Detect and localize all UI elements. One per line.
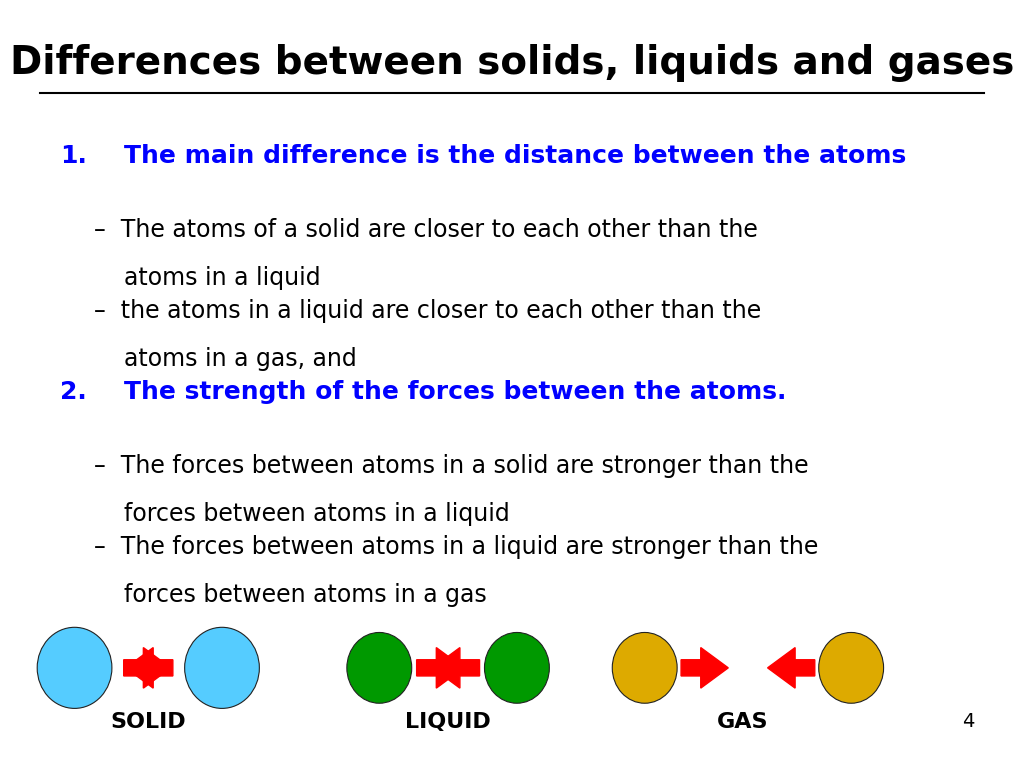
Text: 1.: 1. xyxy=(59,144,87,168)
Text: atoms in a liquid: atoms in a liquid xyxy=(94,266,321,290)
Ellipse shape xyxy=(612,633,677,703)
Text: 4: 4 xyxy=(962,712,974,731)
Ellipse shape xyxy=(347,633,412,703)
Text: 2.: 2. xyxy=(59,380,87,404)
Text: The main difference is the distance between the atoms: The main difference is the distance betw… xyxy=(124,144,906,168)
FancyArrow shape xyxy=(681,647,728,688)
Ellipse shape xyxy=(819,633,884,703)
Text: GAS: GAS xyxy=(717,712,769,732)
FancyArrow shape xyxy=(432,647,479,688)
Text: LIQUID: LIQUID xyxy=(406,712,490,732)
Text: atoms in a gas, and: atoms in a gas, and xyxy=(94,347,357,371)
Text: –  the atoms in a liquid are closer to each other than the: – the atoms in a liquid are closer to ea… xyxy=(94,300,762,323)
Text: SOLID: SOLID xyxy=(111,712,186,732)
Text: –  The forces between atoms in a liquid are stronger than the: – The forces between atoms in a liquid a… xyxy=(94,535,818,559)
FancyArrow shape xyxy=(417,647,464,688)
Text: –  The forces between atoms in a solid are stronger than the: – The forces between atoms in a solid ar… xyxy=(94,454,809,478)
Text: –  The atoms of a solid are closer to each other than the: – The atoms of a solid are closer to eac… xyxy=(94,218,758,242)
Text: forces between atoms in a liquid: forces between atoms in a liquid xyxy=(94,502,510,526)
FancyArrow shape xyxy=(124,647,171,688)
Ellipse shape xyxy=(37,627,112,708)
Text: forces between atoms in a gas: forces between atoms in a gas xyxy=(94,583,487,607)
FancyArrow shape xyxy=(126,647,173,688)
Text: Differences between solids, liquids and gases: Differences between solids, liquids and … xyxy=(10,45,1014,82)
Ellipse shape xyxy=(184,627,259,708)
FancyArrow shape xyxy=(768,647,815,688)
Ellipse shape xyxy=(484,633,549,703)
Text: The strength of the forces between the atoms.: The strength of the forces between the a… xyxy=(124,380,786,404)
